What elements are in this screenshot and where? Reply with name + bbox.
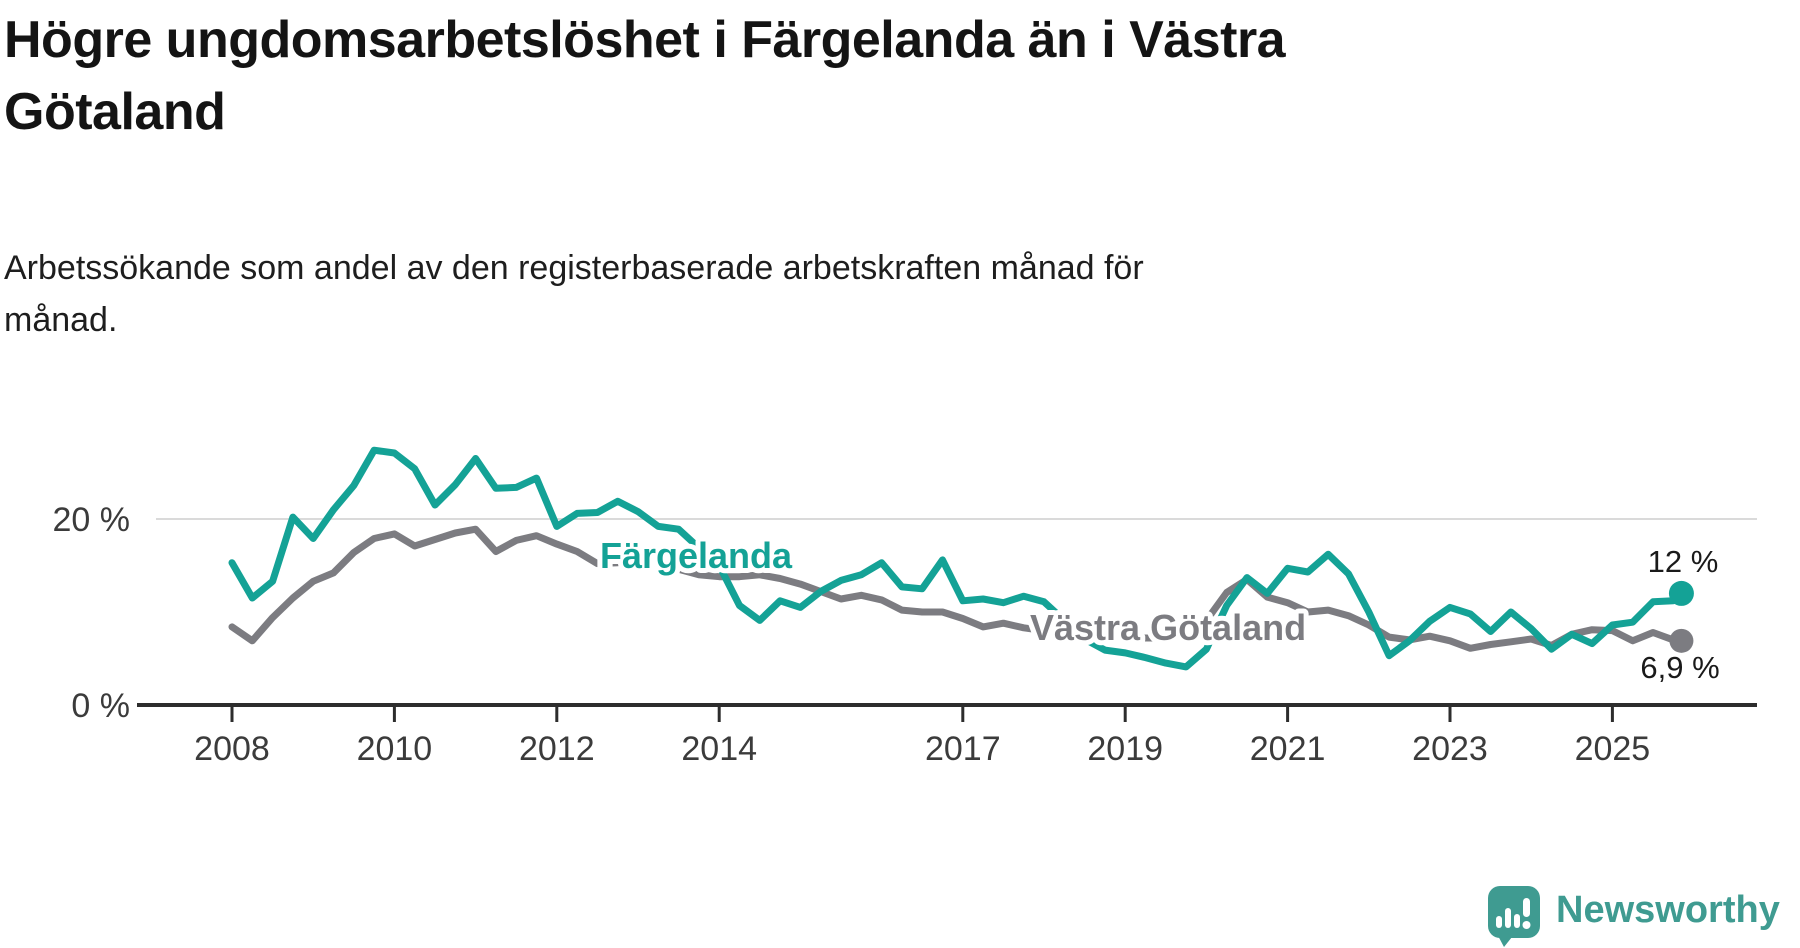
logo-text: Newsworthy bbox=[1556, 889, 1780, 931]
page-title: Högre ungdomsarbetslöshet i Färgelanda ä… bbox=[4, 11, 1286, 141]
x-tick-label-2014: 2014 bbox=[681, 730, 757, 768]
x-tick-label-2025: 2025 bbox=[1575, 730, 1651, 768]
logo-exclamation-dot-icon bbox=[1522, 921, 1531, 929]
x-tick-label-2021: 2021 bbox=[1250, 730, 1326, 768]
x-tick-label-2023: 2023 bbox=[1412, 730, 1488, 768]
end-dot-fargelanda bbox=[1668, 580, 1694, 606]
series-label-fargelanda: Färgelanda bbox=[600, 535, 793, 576]
logo-bar-2-icon bbox=[1505, 908, 1511, 928]
logo-bubble-icon bbox=[1488, 886, 1540, 938]
logo-exclamation-bar-icon bbox=[1523, 898, 1530, 917]
x-tick-label-2010: 2010 bbox=[357, 730, 433, 768]
x-tick-label-2019: 2019 bbox=[1087, 730, 1163, 768]
logo-bar-1-icon bbox=[1496, 916, 1502, 928]
y-axis-labels: 20 % 0 % bbox=[53, 501, 131, 725]
series-label-vastra-gotaland: Västra Götaland bbox=[1030, 607, 1306, 648]
end-value-label-fargelanda: 12 % bbox=[1648, 544, 1719, 579]
logo-bar-3-icon bbox=[1514, 914, 1520, 928]
newsworthy-logo: Newsworthy bbox=[1488, 886, 1780, 947]
line-fargelanda bbox=[228, 446, 1685, 671]
y-tick-label-0: 0 % bbox=[71, 687, 130, 725]
line-vastra-gotaland bbox=[228, 525, 1685, 652]
x-tick-label-2017: 2017 bbox=[925, 730, 1001, 768]
y-tick-label-20: 20 % bbox=[53, 501, 131, 539]
page-subtitle: Arbetssökande som andel av den registerb… bbox=[4, 249, 1144, 339]
x-tick-label-2012: 2012 bbox=[519, 730, 595, 768]
x-axis-ticks: 2008 2010 2012 2014 2017 2019 2021 2023 2025 bbox=[194, 705, 1650, 768]
x-tick-label-2008: 2008 bbox=[194, 730, 270, 768]
end-value-label-vastra-gotaland: 6,9 % bbox=[1640, 650, 1719, 685]
end-dot-vastra-gotaland bbox=[1669, 628, 1694, 653]
